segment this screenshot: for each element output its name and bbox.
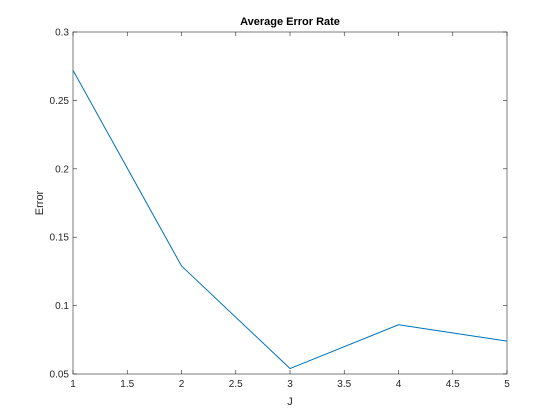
x-tick-label: 4.5	[446, 379, 460, 390]
y-tick-label: 0.15	[50, 233, 70, 244]
y-axis-label: Error	[34, 190, 46, 215]
x-tick-label: 1.5	[120, 379, 134, 390]
x-axis-label: J	[287, 396, 293, 408]
y-tick-label: 0.05	[50, 370, 70, 381]
y-tick-label: 0.3	[55, 28, 69, 39]
x-tick-label: 2	[179, 379, 185, 390]
x-tick-label: 5	[504, 379, 510, 390]
y-tick-label: 0.1	[55, 301, 69, 312]
x-tick-label: 3.5	[337, 379, 351, 390]
chart-title: Average Error Rate	[240, 16, 340, 28]
x-tick-label: 3	[287, 379, 293, 390]
y-tick-label: 0.2	[55, 164, 69, 175]
plot-area: 1 1.5 2 2.5 3 3.5 4 4.5 5 0.05 0.1 0.15 0.2 0.25 0.3	[50, 28, 511, 391]
x-tick-label: 2.5	[229, 379, 243, 390]
x-axis-ticks: 1 1.5 2 2.5 3 3.5 4 4.5 5	[70, 32, 510, 390]
y-tick-label: 0.25	[50, 96, 70, 107]
y-axis-ticks: 0.05 0.1 0.15 0.2 0.25 0.3	[50, 28, 507, 381]
x-tick-label: 1	[70, 379, 76, 390]
x-tick-label: 4	[396, 379, 402, 390]
series-layer	[72, 70, 508, 370]
